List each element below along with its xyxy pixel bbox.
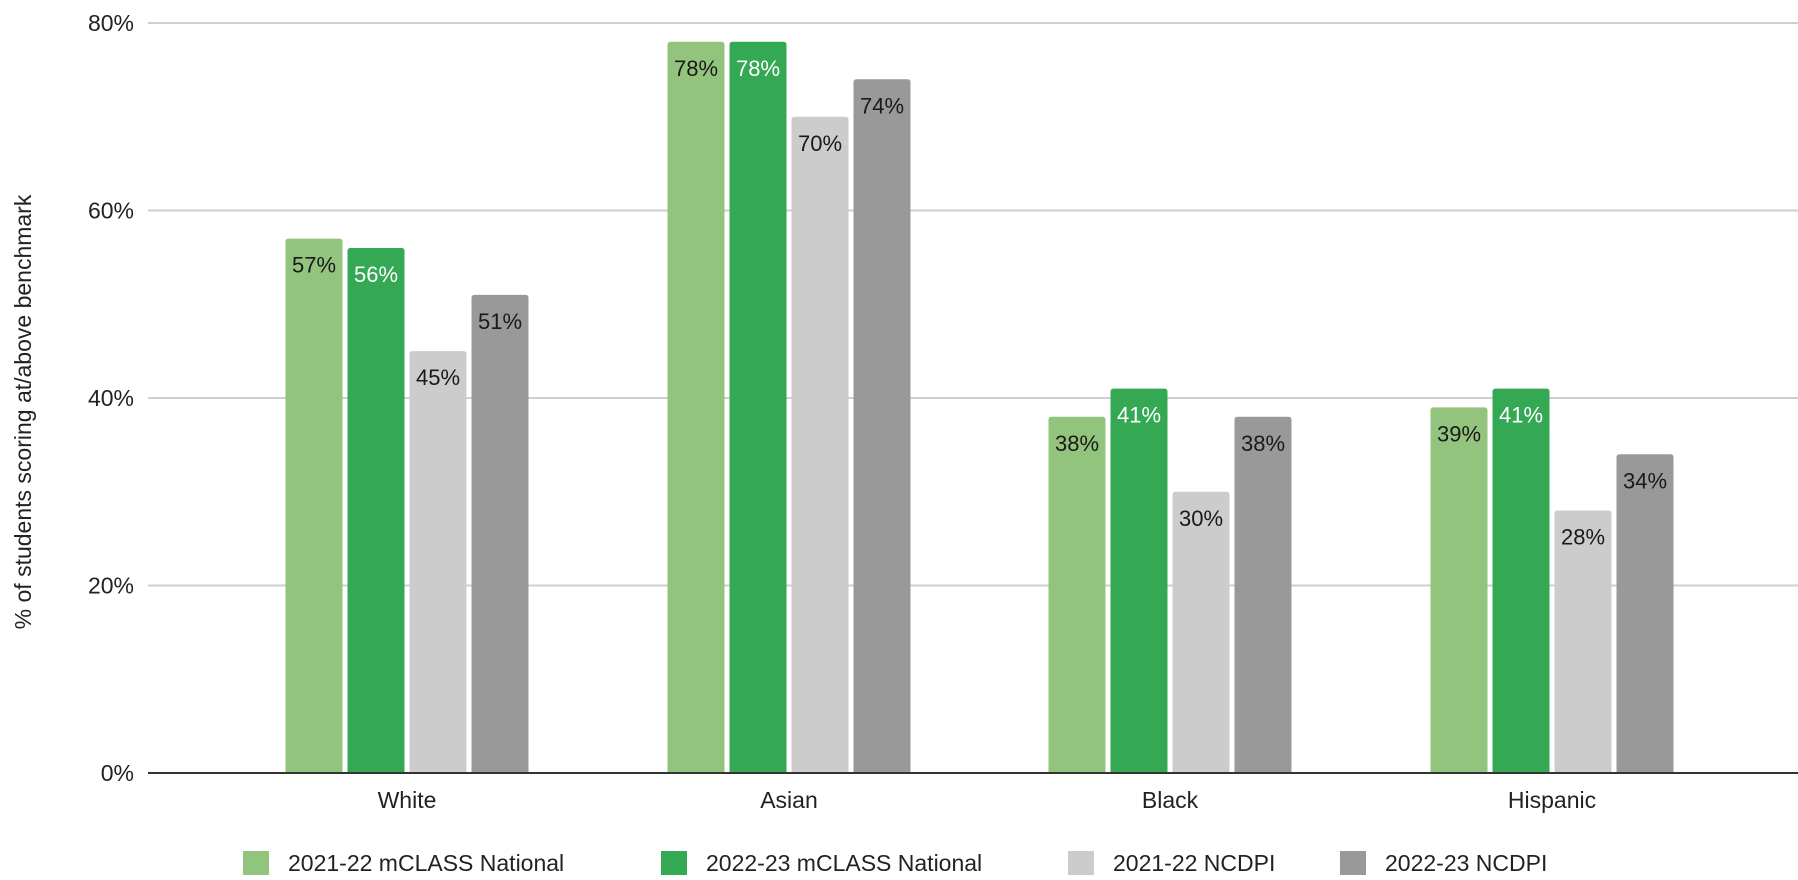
bar bbox=[1430, 407, 1488, 773]
bar-value-label: 51% bbox=[478, 309, 522, 334]
bar-value-label: 57% bbox=[292, 253, 336, 278]
y-tick-label: 0% bbox=[101, 760, 134, 786]
x-tick-label: Hispanic bbox=[1508, 787, 1596, 813]
y-axis-label: % of students scoring at/above benchmark bbox=[10, 194, 36, 629]
bar bbox=[471, 294, 529, 773]
bar bbox=[1234, 416, 1292, 773]
bar bbox=[1110, 388, 1168, 773]
bar-value-label: 38% bbox=[1241, 431, 1285, 456]
legend-label: 2021-22 mCLASS National bbox=[288, 850, 564, 875]
legend-swatch bbox=[661, 851, 687, 875]
bar bbox=[853, 79, 911, 773]
bar bbox=[1554, 510, 1612, 773]
bar-value-label: 78% bbox=[674, 56, 718, 81]
legend-swatch bbox=[1340, 851, 1366, 875]
y-tick-label: 40% bbox=[88, 385, 134, 411]
bar bbox=[285, 238, 343, 773]
bar bbox=[409, 351, 467, 773]
x-tick-label: Asian bbox=[760, 787, 818, 813]
x-tick-label: Black bbox=[1142, 787, 1199, 813]
y-tick-label: 60% bbox=[88, 198, 134, 224]
x-tick-label: White bbox=[378, 787, 437, 813]
bars: 57% 56% 45% 51% 78% 78% 70% 74% 38% 41% 30% 38% 39% 4… bbox=[285, 41, 1674, 773]
bar-value-label: 74% bbox=[860, 93, 904, 118]
bar-value-label: 41% bbox=[1117, 403, 1161, 428]
bar-value-label: 38% bbox=[1055, 431, 1099, 456]
bar-value-label: 30% bbox=[1179, 506, 1223, 531]
bar bbox=[667, 41, 725, 773]
bar-value-label: 45% bbox=[416, 365, 460, 390]
bar bbox=[791, 116, 849, 773]
y-tick-label: 20% bbox=[88, 573, 134, 599]
bar-value-label: 56% bbox=[354, 262, 398, 287]
bar bbox=[729, 41, 787, 773]
legend-swatch bbox=[243, 851, 269, 875]
legend-label: 2022-23 NCDPI bbox=[1385, 850, 1547, 875]
bar bbox=[1616, 454, 1674, 773]
axes: 0% 20% 40% 60% 80% White Asian Black Hispanic bbox=[88, 10, 1798, 813]
legend-label: 2021-22 NCDPI bbox=[1113, 850, 1275, 875]
legend: 2021-22 mCLASS National 2022-23 mCLASS Na… bbox=[243, 850, 1547, 876]
legend-swatch bbox=[1068, 851, 1094, 875]
y-tick-label: 80% bbox=[88, 10, 134, 36]
bar-value-label: 34% bbox=[1623, 468, 1667, 493]
bar bbox=[1492, 388, 1550, 773]
legend-label: 2022-23 mCLASS National bbox=[706, 850, 982, 875]
bar-value-label: 28% bbox=[1561, 525, 1605, 550]
bar bbox=[1172, 491, 1230, 773]
bar-value-label: 70% bbox=[798, 131, 842, 156]
bar-value-label: 78% bbox=[736, 56, 780, 81]
bar bbox=[347, 248, 405, 773]
bar-value-label: 39% bbox=[1437, 421, 1481, 446]
bar bbox=[1048, 416, 1106, 773]
bar-value-label: 41% bbox=[1499, 403, 1543, 428]
